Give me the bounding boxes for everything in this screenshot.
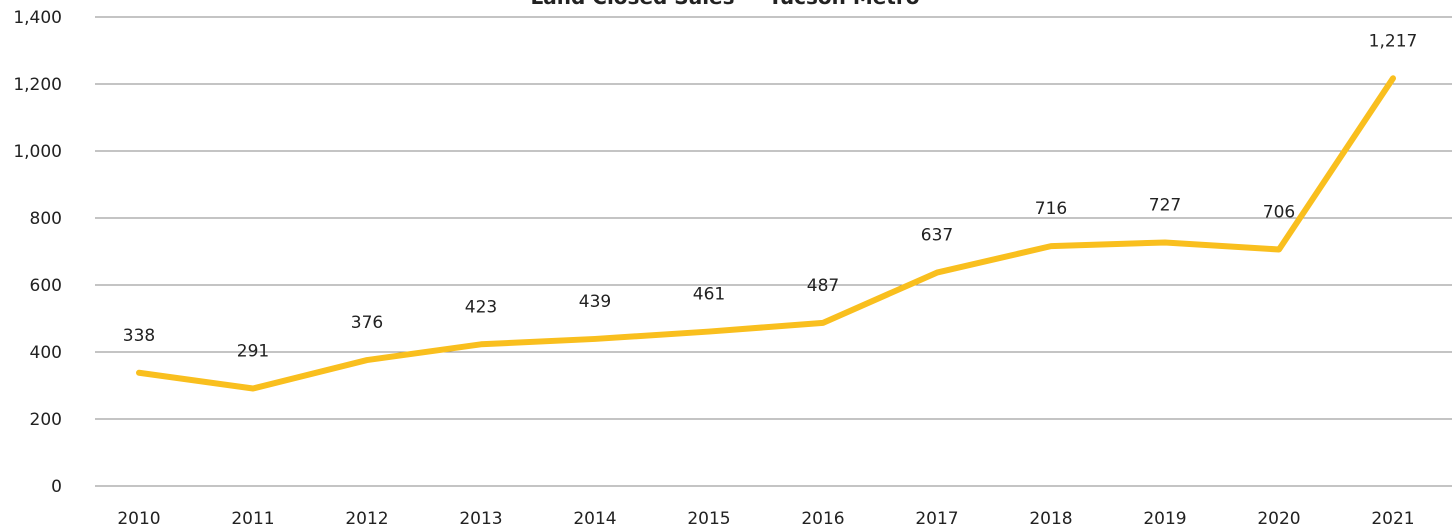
data-label: 706	[1263, 202, 1295, 222]
data-label: 291	[237, 342, 269, 362]
data-label: 338	[123, 326, 155, 346]
x-tick-label: 2016	[801, 509, 844, 529]
y-tick-label: 800	[30, 209, 62, 229]
x-tick-label: 2020	[1257, 509, 1300, 529]
x-tick-label: 2010	[117, 509, 160, 529]
data-label: 637	[921, 226, 953, 246]
y-tick-label: 200	[30, 410, 62, 430]
data-label: 727	[1149, 195, 1181, 215]
data-label: 461	[693, 285, 725, 305]
x-tick-label: 2021	[1371, 509, 1414, 529]
data-label: 423	[465, 297, 497, 317]
y-tick-label: 1,400	[13, 8, 62, 28]
x-tick-label: 2015	[687, 509, 730, 529]
x-tick-label: 2019	[1143, 509, 1186, 529]
x-tick-label: 2013	[459, 509, 502, 529]
x-tick-label: 2011	[231, 509, 274, 529]
y-tick-label: 1,000	[13, 142, 62, 162]
y-tick-label: 600	[30, 276, 62, 296]
data-label: 1,217	[1369, 31, 1418, 51]
x-tick-label: 2017	[915, 509, 958, 529]
data-label: 439	[579, 292, 611, 312]
data-label: 376	[351, 313, 383, 333]
y-tick-label: 0	[51, 477, 62, 497]
y-tick-label: 400	[30, 343, 62, 363]
data-label: 487	[807, 276, 839, 296]
x-tick-label: 2014	[573, 509, 616, 529]
x-tick-label: 2012	[345, 509, 388, 529]
chart-title: Land Closed Sales — Tucson Metro	[531, 0, 920, 9]
x-tick-label: 2018	[1029, 509, 1072, 529]
line	[136, 75, 1396, 392]
y-tick-label: 1,200	[13, 75, 62, 95]
data-label: 716	[1035, 199, 1067, 219]
